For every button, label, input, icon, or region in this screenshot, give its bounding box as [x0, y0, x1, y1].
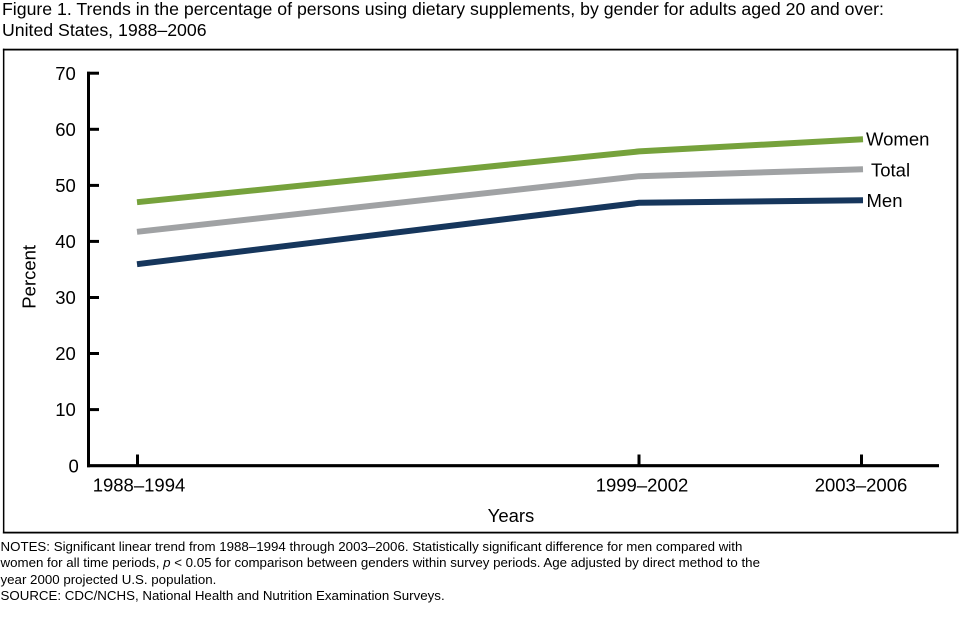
svg-text:60: 60 [55, 119, 76, 140]
svg-text:30: 30 [55, 287, 76, 308]
svg-text:1988–1994: 1988–1994 [93, 475, 186, 496]
svg-text:40: 40 [55, 231, 76, 252]
svg-text:Women: Women [866, 129, 929, 150]
svg-text:70: 70 [55, 63, 76, 84]
svg-text:Years: Years [488, 505, 535, 526]
svg-text:Total: Total [871, 160, 910, 181]
svg-text:Men: Men [867, 190, 903, 211]
svg-text:2003–2006: 2003–2006 [815, 475, 908, 496]
svg-text:10: 10 [55, 399, 76, 420]
svg-text:Percent: Percent [19, 245, 40, 309]
svg-text:20: 20 [55, 343, 76, 364]
svg-text:50: 50 [55, 175, 76, 196]
svg-text:1999–2002: 1999–2002 [596, 475, 689, 496]
svg-text:0: 0 [69, 455, 79, 476]
